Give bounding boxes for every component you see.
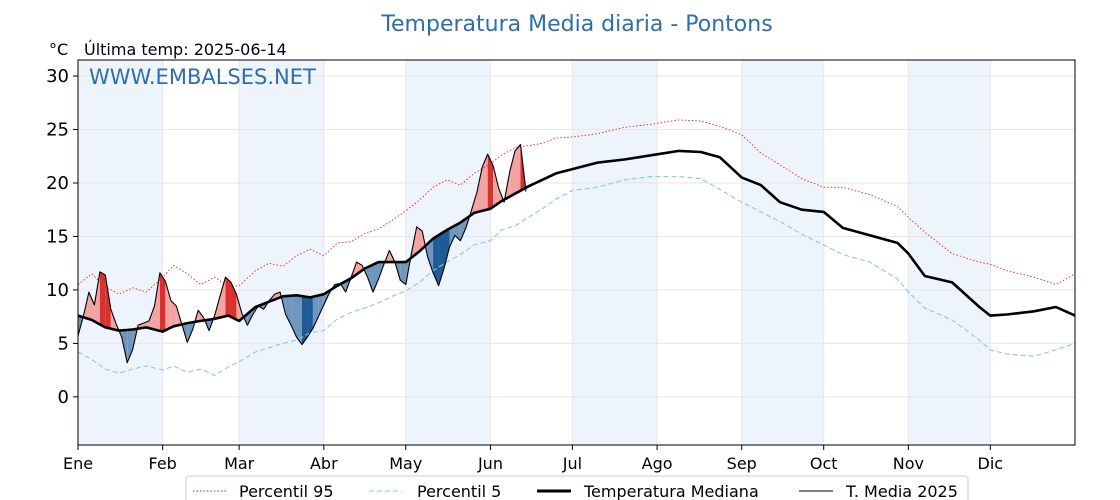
series-lines (78, 119, 1075, 377)
anomaly-below (285, 295, 292, 326)
anomaly-below (127, 329, 133, 363)
legend-label-p95: Percentil 95 (239, 482, 334, 500)
x-tick-label-sep: Sep (727, 454, 757, 473)
anomaly-above (493, 165, 499, 207)
anomaly-above (487, 154, 494, 210)
y-tick-label: 30 (46, 66, 69, 87)
watermark: WWW.EMBALSES.NET (89, 65, 316, 89)
y-axis: 0 5 10 15 20 25 30 (46, 66, 78, 408)
last-temp-label: Última temp: 2025-06-14 (84, 40, 287, 59)
anomaly-above (476, 166, 483, 213)
anomaly-below (449, 225, 455, 248)
anomaly-below (367, 264, 374, 293)
legend-box (185, 475, 969, 500)
anomaly-above (99, 271, 106, 328)
y-tick-label: 25 (46, 120, 69, 141)
y-tick-label: 5 (58, 333, 69, 354)
anomaly-below (296, 295, 302, 345)
x-tick-label-mar: Mar (224, 454, 255, 473)
x-tick-label-oct: Oct (810, 454, 838, 473)
anomaly-above (509, 150, 516, 197)
anomaly-below (301, 296, 308, 345)
anomaly-below (444, 228, 450, 269)
chart-title: Temperatura Media diaria - Pontons (380, 12, 772, 37)
anomaly-above (170, 300, 177, 328)
x-tick-label-jul: Jul (562, 454, 582, 473)
anomaly-above (88, 292, 95, 322)
x-tick-label-jun: Jun (477, 454, 503, 473)
x-tick-label-dic: Dic (978, 454, 1004, 473)
anomaly-below (312, 295, 319, 329)
x-axis: Ene Feb Mar Abr May Jun Jul Ago Sep Oct Nov Dic (63, 445, 1003, 473)
month-shade-ene (78, 60, 163, 445)
anomaly-below (291, 295, 297, 337)
anomaly-above (149, 305, 155, 330)
anomaly-above (225, 277, 231, 317)
series-t-media-2025 (78, 143, 527, 364)
anomaly-below (460, 218, 466, 241)
anomaly-above (154, 272, 160, 331)
legend: Percentil 95 Percentil 5 Temperatura Med… (185, 475, 969, 500)
x-tick-label-abr: Abr (310, 454, 338, 473)
series-temperatura-mediana (78, 149, 1075, 333)
anomaly-above (482, 154, 488, 211)
anomaly-below (427, 238, 434, 273)
x-tick-label-ene: Ene (63, 454, 93, 473)
anomaly-below (373, 262, 379, 293)
anomaly-below (187, 322, 193, 343)
anomaly-above (220, 277, 226, 318)
anomaly-above (159, 272, 166, 331)
anomaly-below (318, 294, 324, 317)
x-tick-label-nov: Nov (893, 454, 924, 473)
anomaly-above (105, 274, 111, 329)
anomaly-above (165, 281, 171, 331)
x-tick-label-ago: Ago (642, 454, 673, 473)
anomaly-above (515, 144, 521, 194)
y-tick-label: 20 (46, 173, 69, 194)
anomaly-above (416, 226, 423, 254)
series-percentil-5 (78, 176, 1075, 377)
month-shading (78, 60, 991, 445)
grid-lines (77, 60, 1075, 445)
anomaly-below (307, 296, 313, 337)
y-tick-label: 15 (46, 226, 69, 247)
month-shade-jul (572, 60, 658, 445)
x-tick-label-feb: Feb (149, 454, 177, 473)
legend-label-p5: Percentil 5 (417, 482, 501, 500)
unit-label: °C (49, 40, 68, 59)
month-shade-nov (908, 60, 991, 445)
plot-frame (77, 59, 1076, 446)
anomaly-above (94, 271, 100, 325)
anomaly-below (433, 235, 439, 286)
anomaly-below (400, 262, 406, 285)
x-tick-label-may: May (389, 454, 422, 473)
series-percentil-95 (78, 119, 1075, 295)
month-shade-sep (741, 60, 824, 445)
month-shade-mar (239, 60, 324, 445)
y-tick-label: 10 (46, 280, 69, 301)
y-tick-label: 0 (58, 387, 69, 408)
legend-label-media2025: T. Media 2025 (845, 482, 958, 500)
legend-label-median: Temperatura Mediana (583, 482, 759, 500)
